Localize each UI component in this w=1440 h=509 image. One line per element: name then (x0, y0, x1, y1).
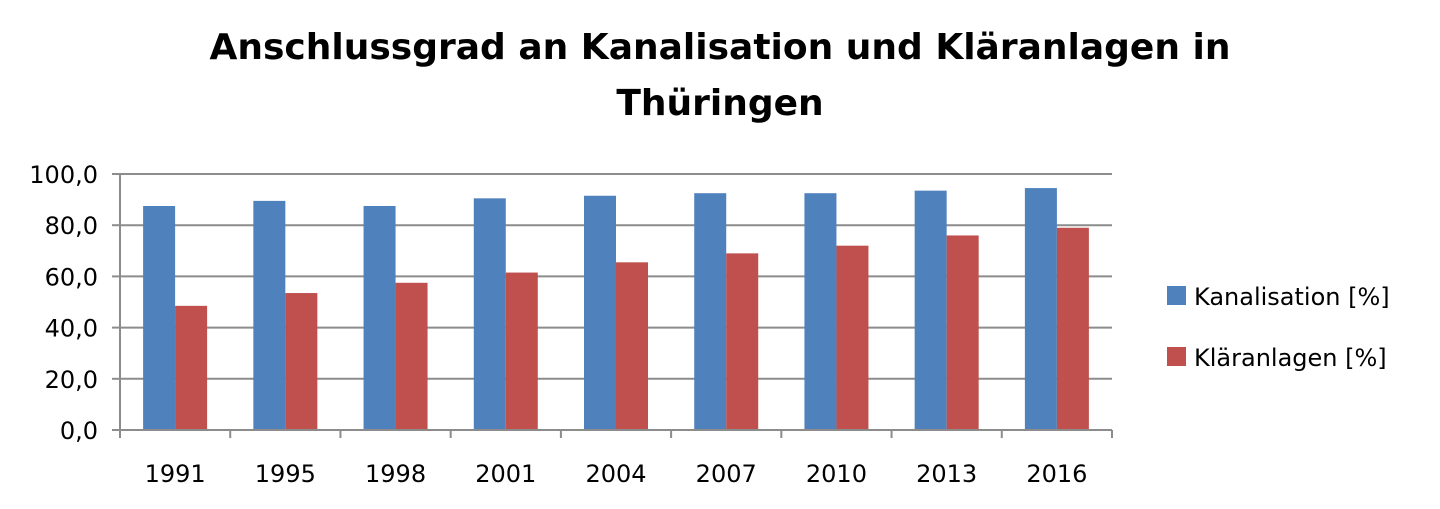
legend-label: Kanalisation [%] (1194, 283, 1390, 311)
bar-klaeranlagen-2016 (1056, 227, 1089, 430)
chart-title: Anschlussgrad an Kanalisation und Kläran… (0, 20, 1440, 132)
bar-klaeranlagen-1991 (175, 305, 208, 430)
axes (112, 173, 1113, 438)
x-tick-label: 2001 (475, 460, 536, 488)
bar-kanalisation-1991 (143, 206, 176, 430)
bar-klaeranlagen-2013 (946, 235, 979, 430)
x-tick-label: 1995 (255, 460, 316, 488)
x-tick-label: 2004 (585, 460, 646, 488)
y-tick-label: 40,0 (45, 315, 98, 343)
bar-kanalisation-1998 (363, 206, 396, 430)
bar-klaeranlagen-2007 (726, 253, 759, 430)
x-tick-label: 1991 (145, 460, 206, 488)
bar-kanalisation-2001 (473, 198, 506, 430)
chart-title-line-2: Thüringen (616, 83, 824, 124)
legend-swatch (1167, 286, 1186, 305)
y-tick-label: 20,0 (45, 366, 98, 394)
y-tick-label: 80,0 (45, 212, 98, 240)
chart-title-line-1: Anschlussgrad an Kanalisation und Kläran… (209, 27, 1231, 68)
bar-kanalisation-2010 (804, 193, 837, 430)
y-tick-label: 60,0 (45, 263, 98, 291)
legend-swatch (1167, 347, 1186, 366)
y-tick-label: 0,0 (60, 417, 98, 445)
bars (143, 188, 1089, 430)
x-tick-label: 2007 (696, 460, 757, 488)
bar-klaeranlagen-2010 (836, 245, 869, 430)
x-tick-label: 1998 (365, 460, 426, 488)
bar-klaeranlagen-2004 (616, 262, 648, 430)
bar-klaeranlagen-2001 (505, 272, 538, 430)
bar-kanalisation-1995 (253, 200, 286, 430)
bar-klaeranlagen-1998 (395, 282, 428, 430)
x-tick-label: 2013 (916, 460, 977, 488)
x-axis-ticks: 1991 1995 1998 2001 2004 2007 2010 2013 2016 (145, 460, 1088, 488)
bar-kanalisation-2013 (914, 190, 947, 430)
legend-label: Kläranlagen [%] (1194, 344, 1387, 372)
legend: Kanalisation [%] Kläranlagen [%] (1167, 283, 1390, 372)
x-tick-label: 2010 (806, 460, 867, 488)
y-tick-label: 100,0 (29, 161, 98, 189)
y-axis-ticks: 0,0 20,0 40,0 60,0 80,0 100,0 (29, 161, 98, 445)
bar-kanalisation-2016 (1024, 188, 1057, 430)
bar-klaeranlagen-1995 (285, 293, 318, 430)
bar-kanalisation-2007 (694, 193, 727, 430)
bar-kanalisation-2004 (584, 195, 616, 430)
x-tick-label: 2016 (1026, 460, 1087, 488)
